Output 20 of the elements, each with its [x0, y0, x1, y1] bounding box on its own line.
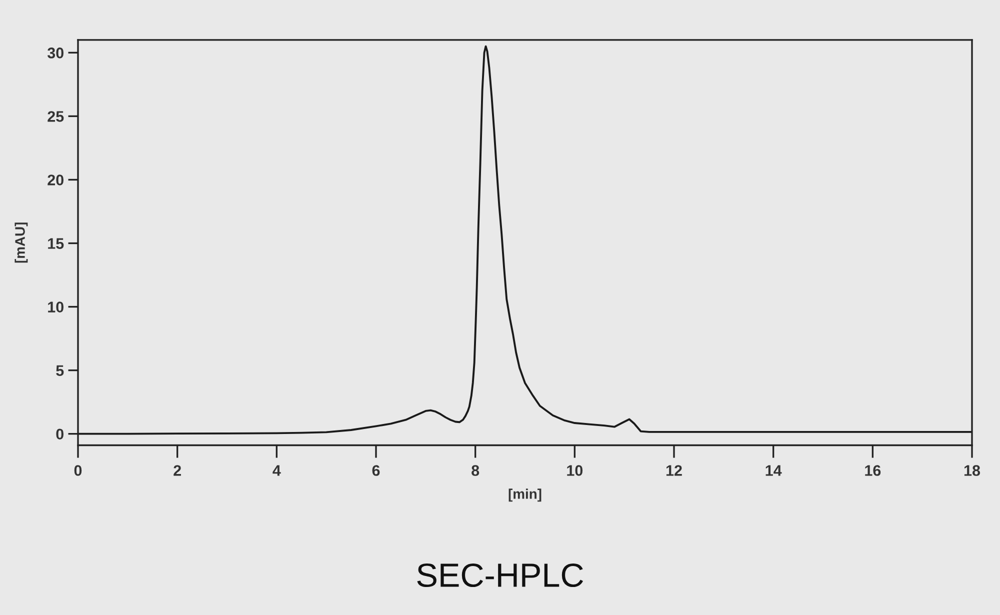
x-tick-label: 2	[174, 465, 181, 476]
y-tick-label: 5	[56, 365, 64, 376]
x-tick-label: 12	[666, 465, 682, 476]
text: SEC-HPLC	[417, 563, 584, 588]
y-tick-label: 20	[48, 174, 64, 186]
x-tick-label: 16	[865, 465, 881, 476]
x-axis-title: [min]	[508, 488, 542, 502]
x-tick-label: 6	[372, 465, 380, 476]
y-tick-label: 0	[56, 428, 64, 440]
x-tick-label: 8	[472, 465, 480, 476]
x-tick-label: 18	[964, 465, 980, 476]
y-tick-label: 10	[48, 302, 64, 312]
x-tick-label: 4	[272, 465, 281, 476]
y-tick-label: 25	[48, 111, 64, 122]
y-axis-title: [mAU]	[14, 222, 28, 263]
y-tick-label: 30	[47, 48, 64, 58]
x-tick-label: 10	[567, 465, 583, 476]
x-tick-label: 0	[74, 465, 82, 476]
x-tick-label: 14	[766, 465, 782, 476]
y-tick-label: 15	[48, 238, 64, 249]
